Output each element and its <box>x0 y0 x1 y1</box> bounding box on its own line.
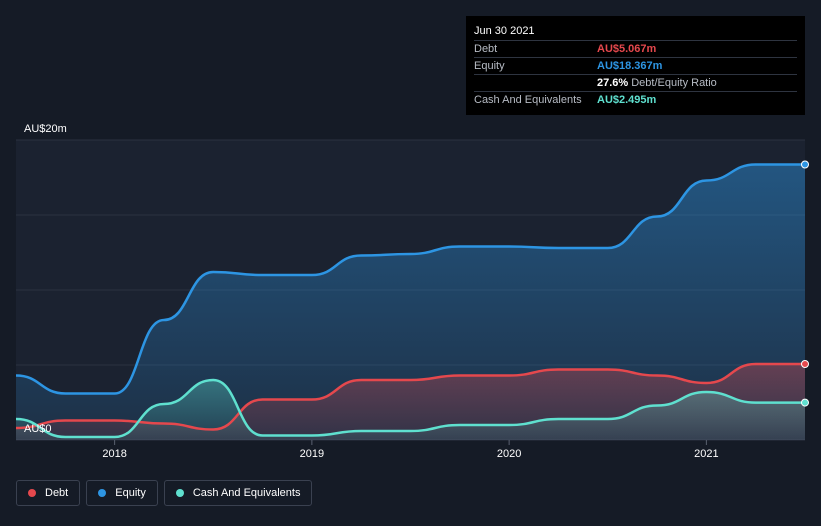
tooltip-row-equity: Equity AU$18.367m <box>474 58 797 75</box>
series-areas <box>16 164 805 440</box>
tooltip-cash-value: AU$2.495m <box>597 94 657 106</box>
cash-area <box>16 380 805 440</box>
legend-dot-cash <box>175 489 184 497</box>
legend-label-debt: Debt <box>45 487 69 499</box>
y-tick-label-max: AU$20m <box>24 123 67 135</box>
legend-item-equity[interactable]: Equity <box>86 480 158 506</box>
x-axis-ticks: 2018 2019 2020 2021 <box>102 440 719 460</box>
tooltip-equity-value: AU$18.367m <box>597 60 663 72</box>
cash-line <box>15 378 805 439</box>
legend-dot-equity <box>98 489 107 497</box>
tooltip-cash-label: Cash And Equivalents <box>474 94 582 106</box>
legend: Debt Equity Cash And Equivalents <box>16 480 313 506</box>
legend-dot-debt <box>28 489 36 497</box>
cash-end-marker <box>801 398 809 407</box>
x-tick-label: 2019 <box>300 448 324 460</box>
tooltip-debt-label: Debt <box>474 43 498 55</box>
tooltip: Jun 30 2021 Debt AU$5.067m Equity AU$18.… <box>466 16 805 115</box>
legend-item-cash[interactable]: Cash And Equivalents <box>163 480 313 506</box>
legend-label-equity: Equity <box>115 487 146 499</box>
debt-line <box>15 362 805 431</box>
x-tick-label: 2021 <box>694 448 718 460</box>
debt-end-marker <box>801 359 809 368</box>
tooltip-ratio-label: Debt/Equity Ratio <box>631 77 717 89</box>
tooltip-row-cash: Cash And Equivalents AU$2.495m <box>474 92 797 108</box>
tooltip-row-debt: Debt AU$5.067m <box>474 41 797 58</box>
tooltip-equity-label: Equity <box>474 60 505 72</box>
tooltip-date: Jun 30 2021 <box>474 22 797 41</box>
x-tick-label: 2020 <box>497 448 521 460</box>
tooltip-debt-value: AU$5.067m <box>597 43 657 55</box>
tooltip-row-ratio: 27.6% Debt/Equity Ratio <box>474 75 797 92</box>
x-tick-label: 2018 <box>102 448 126 460</box>
legend-item-debt[interactable]: Debt <box>16 480 81 506</box>
legend-label-cash: Cash And Equivalents <box>192 487 301 499</box>
equity-line <box>15 163 805 395</box>
equity-end-marker <box>801 160 809 169</box>
series-end-markers <box>801 160 809 407</box>
series-lines <box>15 163 805 439</box>
tooltip-ratio-value: 27.6% <box>597 77 629 89</box>
y-tick-label-zero: AU$0 <box>24 423 52 435</box>
